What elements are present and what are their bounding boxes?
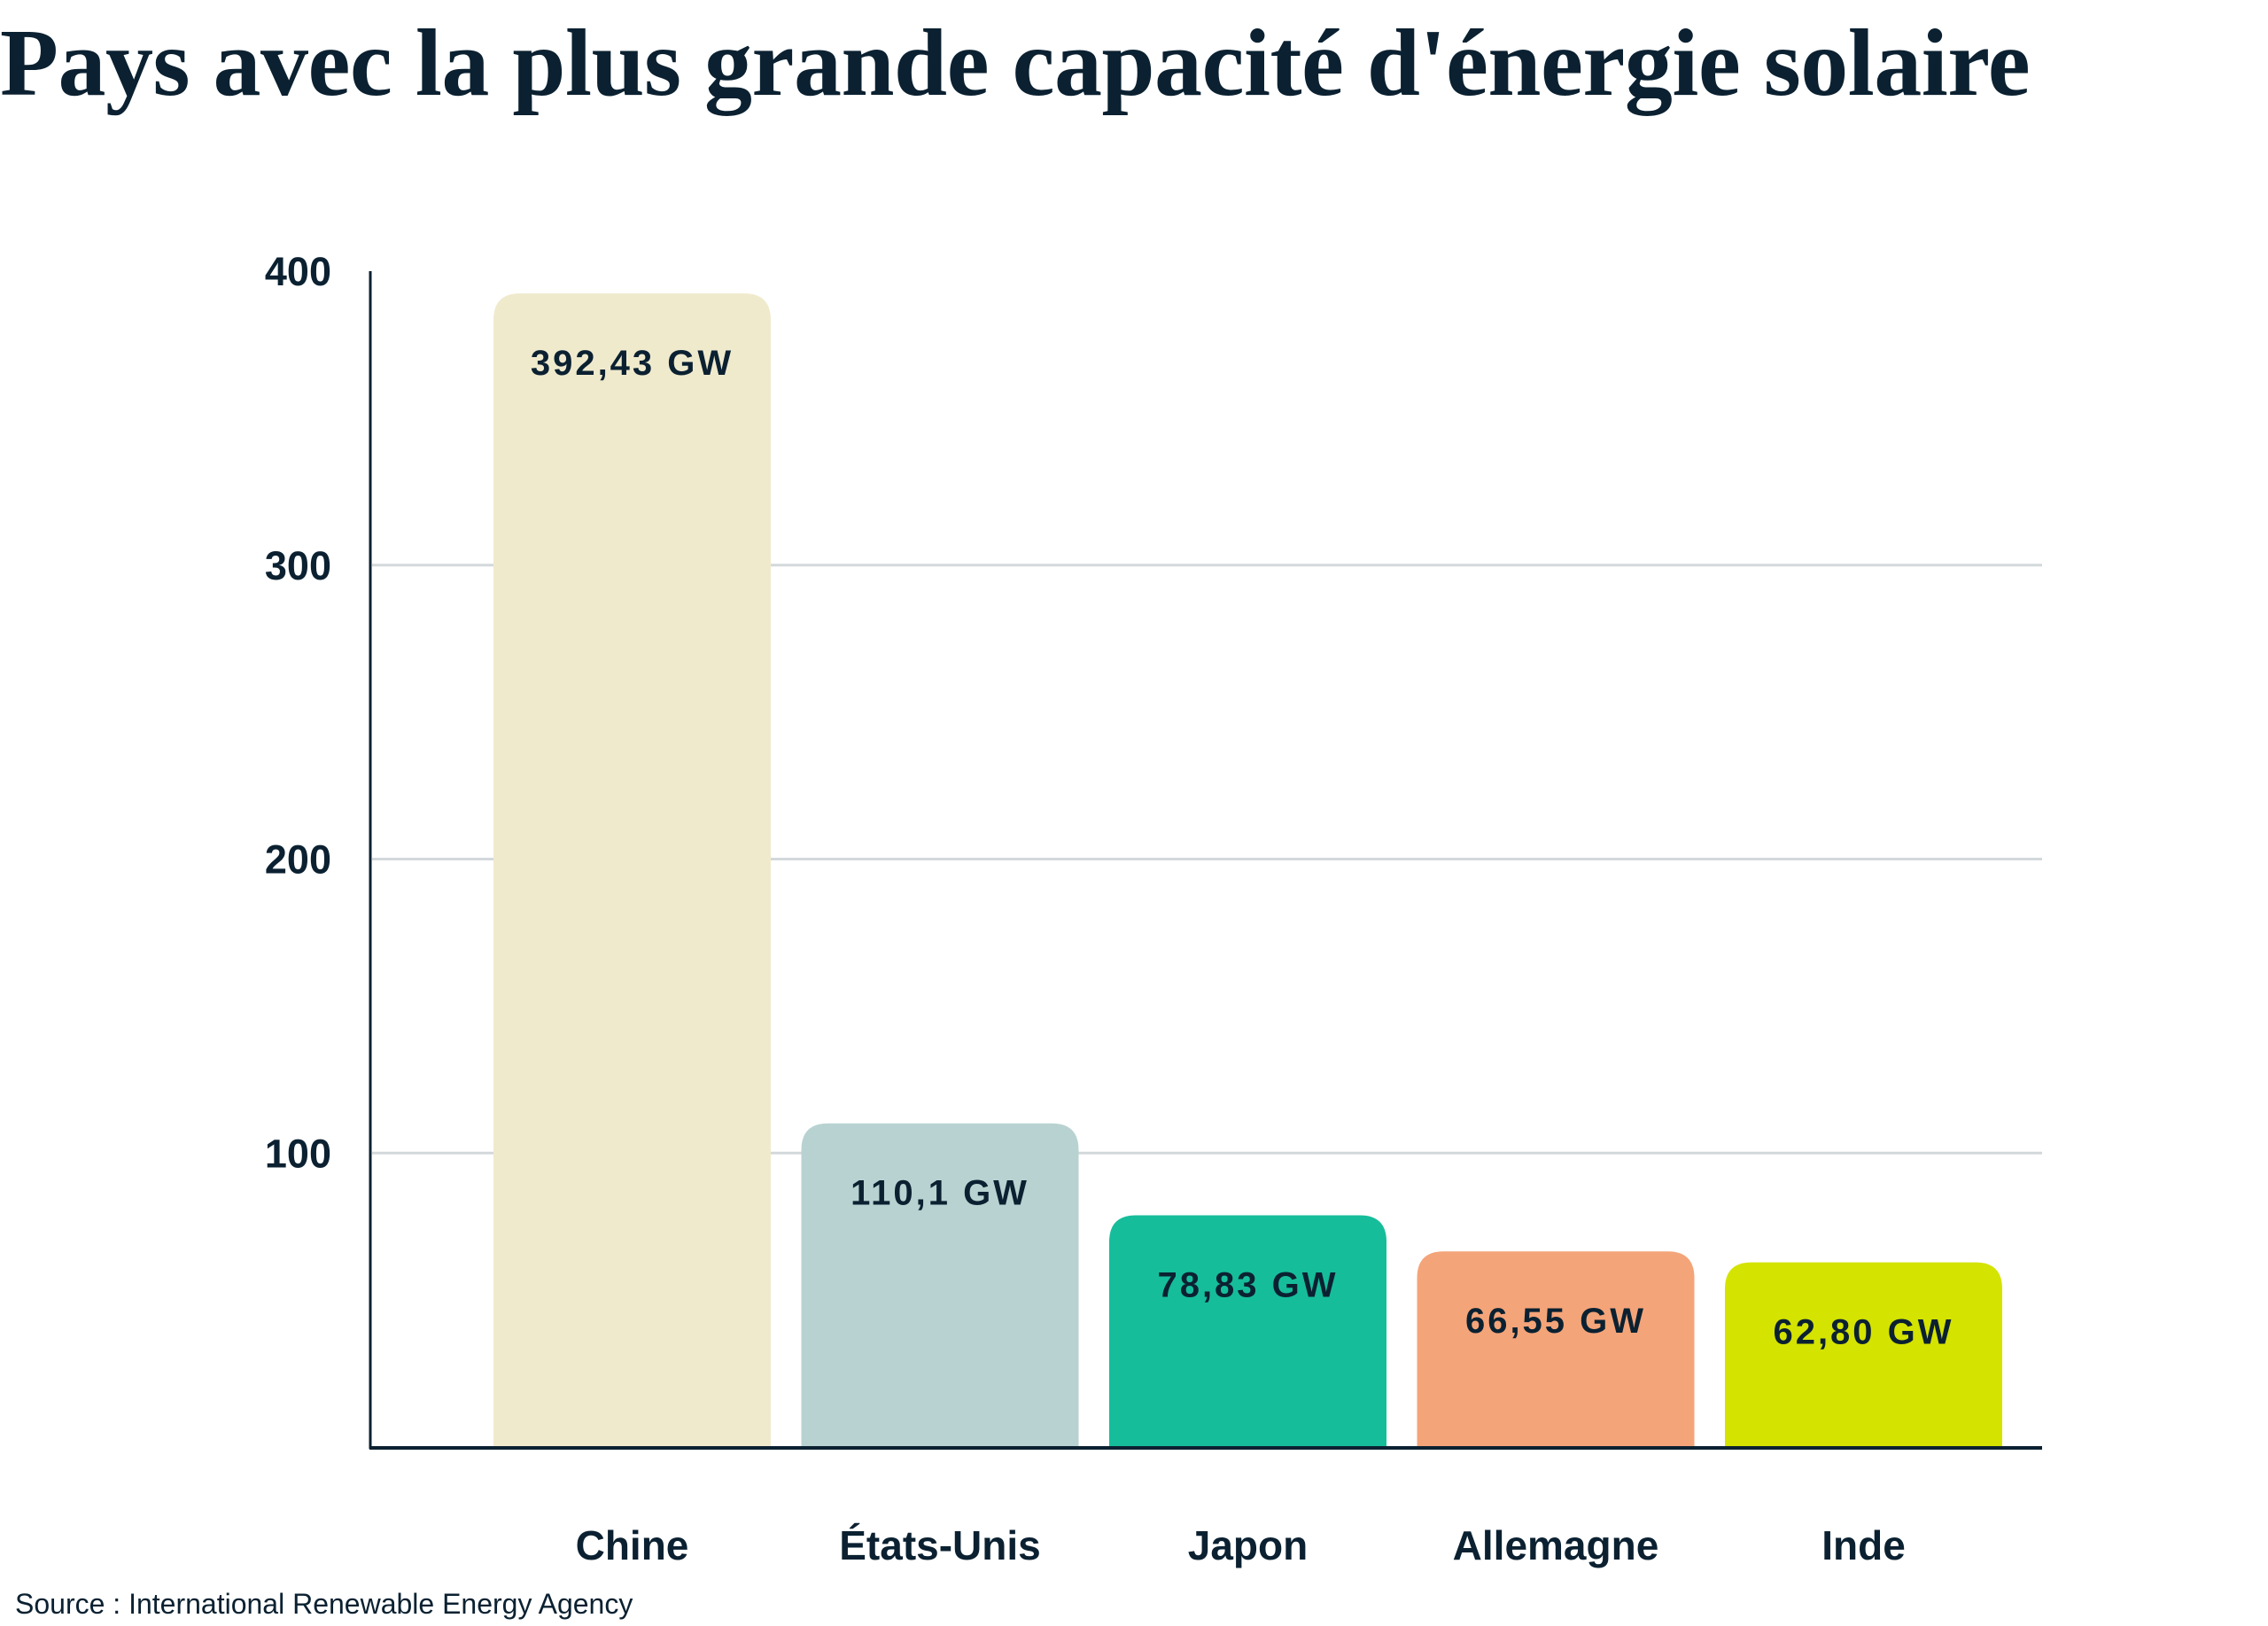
category-label: Japon xyxy=(1188,1522,1308,1568)
bar-1 xyxy=(801,1123,1079,1447)
y-tick-labels: 100 200 300 400 xyxy=(265,249,331,1176)
source-note: Source : International Renewable Energy … xyxy=(15,1588,633,1620)
y-tick-label: 100 xyxy=(265,1131,331,1176)
data-label: 392,43 GW xyxy=(531,344,734,383)
data-label: 62,80 GW xyxy=(1773,1313,1953,1352)
data-label: 110,1 GW xyxy=(850,1174,1029,1213)
bars: 392,43 GW 110,1 GW 78,83 GW 66,55 GW 62,80 G… xyxy=(493,293,2002,1447)
bar-2 xyxy=(1109,1215,1386,1447)
category-label: Inde xyxy=(1821,1522,1906,1568)
bar-0 xyxy=(493,293,771,1447)
data-label: 66,55 GW xyxy=(1465,1302,1646,1341)
category-label: États-Unis xyxy=(839,1522,1040,1568)
category-label: Chine xyxy=(576,1522,689,1568)
bar-3 xyxy=(1417,1251,1695,1447)
bar-4 xyxy=(1725,1262,2002,1447)
chart-title: Pays avec la plus grande capacité d'éner… xyxy=(0,11,2031,116)
y-tick-label: 400 xyxy=(265,249,331,294)
y-tick-label: 300 xyxy=(265,543,331,588)
category-labels: Chine États-Unis Japon Allemagne Inde xyxy=(576,1522,1906,1568)
data-label: 78,83 GW xyxy=(1157,1265,1338,1304)
category-label: Allemagne xyxy=(1453,1522,1659,1568)
y-tick-label: 200 xyxy=(265,837,331,883)
